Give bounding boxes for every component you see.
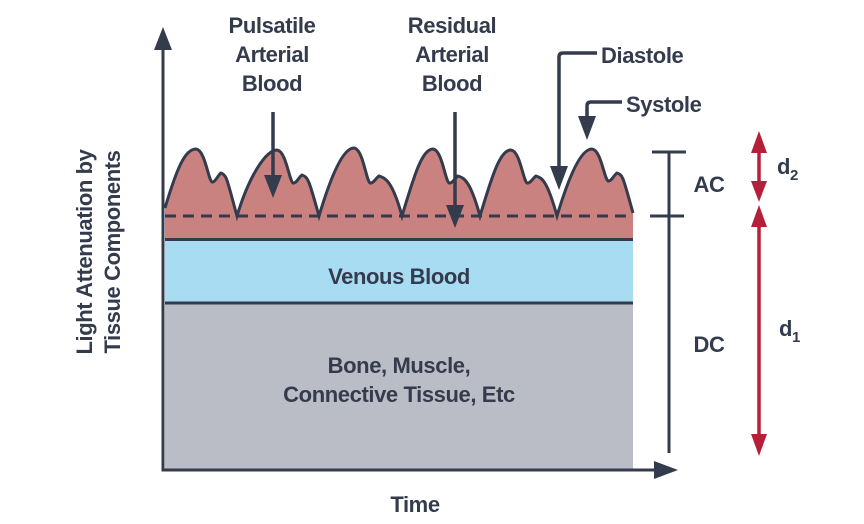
- tissue-band: [165, 303, 633, 469]
- pulsatile-arrowhead-icon: [264, 175, 282, 198]
- residual-label-line3: Blood: [421, 71, 483, 96]
- venous-blood-label: Venous Blood: [328, 264, 470, 289]
- tissue-label-line2: Connective Tissue, Etc: [283, 382, 515, 407]
- venous-blood-band: [165, 240, 633, 303]
- ac-label: AC: [693, 172, 725, 197]
- diastole-arrowhead-icon: [550, 166, 568, 190]
- pulsatile-label-line2: Arterial: [235, 42, 309, 67]
- x-axis-arrowhead-icon: [654, 461, 678, 479]
- systole-label: Systole: [626, 92, 702, 117]
- y-axis-label-line2: Tissue Components: [100, 150, 125, 354]
- pulsatile-label-line1: Pulsatile: [228, 13, 316, 38]
- y-axis-arrowhead-icon: [154, 27, 172, 50]
- d1-down-arrowhead-icon: [751, 434, 767, 456]
- d1-subscript: 1: [792, 329, 801, 346]
- dc-label: DC: [693, 332, 725, 357]
- diastole-pointer-line: [557, 51, 597, 168]
- y-axis-label: Light Attenuation by Tissue Components: [71, 102, 129, 402]
- d1-base: d: [779, 316, 793, 341]
- arterial-waveform-outline: [163, 146, 635, 222]
- x-axis-label: Time: [390, 492, 440, 517]
- d2-base: d: [777, 154, 791, 179]
- d1-up-arrowhead-icon: [751, 205, 767, 227]
- d2-down-arrowhead-icon: [751, 181, 767, 202]
- residual-label-line1: Residual: [407, 13, 497, 38]
- pulsatile-arterial-blood-label: Pulsatile Arterial Blood: [212, 11, 332, 98]
- d2-up-arrowhead-icon: [751, 131, 767, 153]
- systole-pointer-line: [585, 100, 622, 118]
- pulsatile-label-line3: Blood: [241, 71, 303, 96]
- d2-label: d2: [777, 152, 798, 190]
- diastole-label: Diastole: [601, 43, 684, 68]
- tissue-label: Bone, Muscle, Connective Tissue, Etc: [165, 351, 633, 409]
- systole-arrowhead-icon: [578, 116, 596, 140]
- residual-label-line2: Arterial: [415, 42, 489, 67]
- y-axis-label-line1: Light Attenuation by: [72, 149, 97, 355]
- d2-subscript: 2: [790, 167, 799, 184]
- d1-label: d1: [779, 314, 800, 352]
- residual-arrowhead-icon: [446, 205, 464, 228]
- residual-arterial-blood-label: Residual Arterial Blood: [392, 11, 512, 98]
- tissue-label-line1: Bone, Muscle,: [327, 353, 471, 378]
